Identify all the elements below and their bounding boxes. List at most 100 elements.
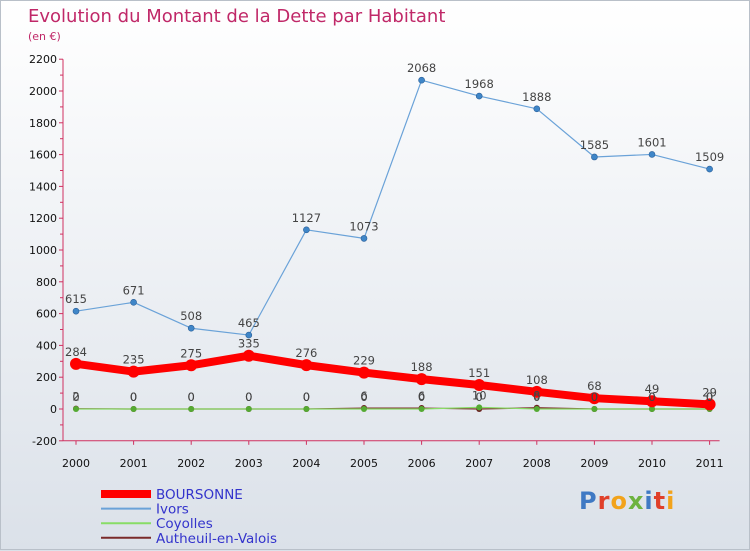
data-label-3: 0 [245, 390, 252, 404]
x-tick-label: 2005 [350, 457, 378, 470]
y-tick-label: 2000 [29, 85, 57, 98]
point-1 [72, 307, 80, 315]
data-label-1: 1509 [695, 150, 724, 164]
data-label-2: 0 [360, 390, 367, 404]
data-label-3: 2 [72, 390, 79, 404]
point-0 [300, 359, 313, 372]
chart-subtitle: (en €) [28, 30, 61, 43]
proxiti-logo: Proxiti [579, 487, 676, 515]
data-label-2: 0 [533, 390, 540, 404]
legend-label: Autheuil-en-Valois [156, 531, 277, 547]
data-label-3: 8 [533, 389, 540, 403]
point-2 [418, 406, 425, 412]
chart-title: Evolution du Montant de la Dette par Hab… [28, 6, 446, 27]
x-tick-label: 2000 [62, 457, 90, 470]
point-1 [533, 105, 541, 113]
point-2 [303, 406, 310, 412]
point-0 [473, 378, 486, 391]
series-line-0 [75, 351, 710, 409]
data-label-0: 284 [65, 345, 87, 359]
x-tick-label: 2007 [465, 457, 493, 470]
y-tick-label: 0 [50, 403, 57, 416]
x-tick-label: 2010 [638, 457, 666, 470]
data-label-2: 0 [245, 390, 252, 404]
point-1 [303, 226, 310, 234]
data-label-3: 0 [648, 390, 655, 404]
point-1 [591, 153, 598, 161]
data-label-3: 0 [130, 390, 137, 404]
legend-label: BOURSONNE [156, 487, 243, 503]
data-label-1: 1601 [637, 135, 666, 149]
point-0 [703, 398, 716, 411]
point-0 [70, 357, 82, 370]
y-tick-label: 1400 [29, 180, 57, 193]
point-1 [418, 76, 425, 84]
data-label-3: 0 [476, 390, 483, 404]
data-label-1: 508 [180, 309, 202, 323]
data-label-2: 0 [591, 390, 598, 404]
data-label-0: 229 [353, 354, 375, 368]
data-label-2: 0 [72, 390, 79, 404]
legend-label: Coyolles [156, 516, 213, 532]
data-label-1: 2068 [407, 61, 436, 75]
point-0 [415, 373, 428, 386]
point-2 [533, 406, 540, 412]
data-label-3: 0 [706, 390, 713, 404]
data-label-2: 0 [418, 390, 425, 404]
x-tick-label: 2004 [292, 457, 320, 470]
data-label-1: 1968 [465, 77, 494, 91]
data-label-3: 0 [303, 390, 310, 404]
y-tick-label: 2200 [29, 53, 57, 66]
y-tick-label: 200 [36, 371, 57, 384]
data-label-1: 1888 [522, 90, 551, 104]
point-2 [649, 406, 655, 412]
point-0 [185, 359, 198, 372]
x-tick-label: 2011 [696, 457, 724, 470]
y-tick-label: 800 [36, 276, 57, 289]
point-1 [648, 151, 656, 158]
point-0 [127, 365, 140, 378]
data-label-0: 151 [468, 366, 490, 380]
data-label-0: 29 [702, 385, 717, 399]
point-0 [530, 385, 543, 398]
y-tick-label: 1200 [29, 212, 57, 225]
x-tick-label: 2009 [580, 457, 608, 470]
y-tick-label: 600 [36, 308, 57, 321]
point-0 [646, 395, 658, 408]
data-label-2: 0 [303, 390, 310, 404]
data-label-1: 465 [238, 316, 260, 330]
data-label-2: 0 [648, 390, 655, 404]
data-label-1: 1585 [580, 138, 609, 152]
point-2 [130, 406, 137, 412]
data-label-3: 0 [591, 390, 598, 404]
legend-label: Ivors [156, 502, 189, 518]
y-tick-label: 400 [36, 339, 57, 352]
data-label-0: 335 [238, 337, 260, 351]
x-tick-label: 2001 [120, 457, 148, 470]
x-tick-label: 2002 [177, 457, 205, 470]
point-2 [245, 406, 252, 412]
point-0 [358, 366, 370, 379]
series-line-1 [75, 79, 710, 336]
data-label-3: 0 [188, 390, 195, 404]
data-label-1: 1127 [292, 211, 321, 225]
data-label-3: 6 [418, 389, 425, 403]
series-line-2 [76, 406, 710, 410]
point-1 [130, 299, 137, 306]
data-label-0: 49 [645, 382, 660, 396]
point-1 [187, 324, 195, 332]
data-label-2: 0 [130, 390, 137, 404]
point-2 [591, 406, 598, 412]
data-label-0: 108 [526, 373, 548, 387]
x-tick-label: 2003 [235, 457, 263, 470]
y-tick-label: -200 [32, 435, 57, 448]
data-label-0: 275 [180, 346, 202, 360]
point-1 [360, 235, 368, 242]
data-label-1: 615 [65, 292, 87, 306]
x-tick-label: 2008 [523, 457, 551, 470]
y-tick-label: 1600 [29, 149, 57, 162]
data-label-2: 10 [472, 388, 487, 402]
data-label-1: 1073 [349, 219, 378, 233]
